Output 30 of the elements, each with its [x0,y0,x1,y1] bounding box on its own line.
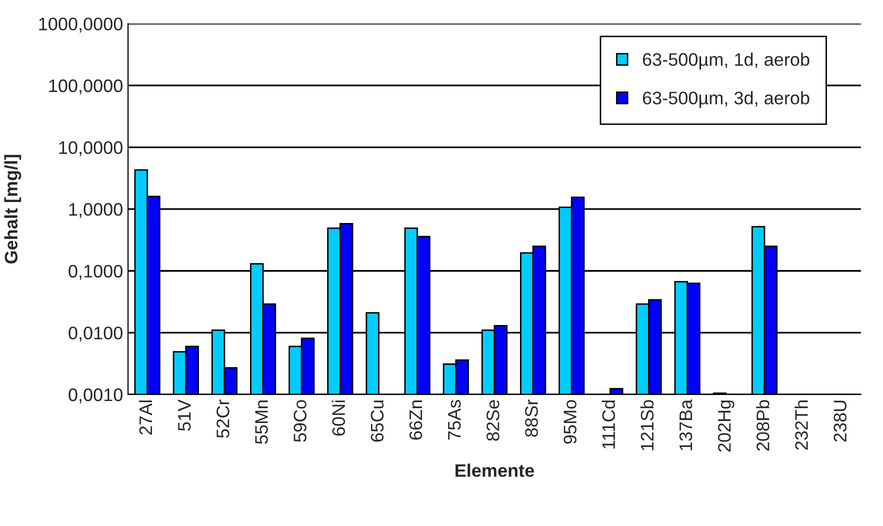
x-tick-label: 88Sr [525,400,538,437]
legend-label: 63-500µm, 1d, aerob [642,52,810,70]
y-tick-label: 10,0000 [59,141,122,156]
x-tick-label: 202Hg [718,400,734,452]
x-tick-label: 51V [178,399,191,431]
x-tick-label: 137Ba [679,399,692,450]
y-tick-label: 0,1000 [68,264,122,280]
x-axis-title: Elemente [456,464,534,477]
x-tick-label: 232Th [794,400,808,450]
y-tick-label: 100,0000 [49,79,122,94]
x-tick-label: 75As [448,400,461,440]
y-axis-title: Gehalt [mg/l] [4,154,22,264]
x-tick-label: 111Cd [602,400,616,449]
y-tick-label: 1000,0000 [39,18,122,33]
x-tick-label: 27Al [138,400,152,435]
x-tick-label: 65Cu [370,400,384,442]
x-tick-label: 82Se [486,400,500,441]
x-tick-label: 55Mn [255,400,268,444]
y-tick-label: 1,0000 [69,203,122,218]
x-tick-label: 238U [834,400,846,442]
x-tick-label: 66Zn [409,400,422,440]
x-tick-label: 52Cr [216,400,230,438]
x-tick-label: 59Co [294,400,306,442]
x-tick-label: 95Mo [564,400,576,444]
x-tick-label: 121Sb [640,400,654,450]
y-tick-label: 0,0010 [68,388,122,404]
x-tick-label: 60Ni [332,400,346,436]
legend-label: 63-500µm, 3d, aerob [642,91,810,108]
y-tick-label: 0,0100 [68,326,122,342]
x-tick-label: 208Pb [756,400,770,451]
